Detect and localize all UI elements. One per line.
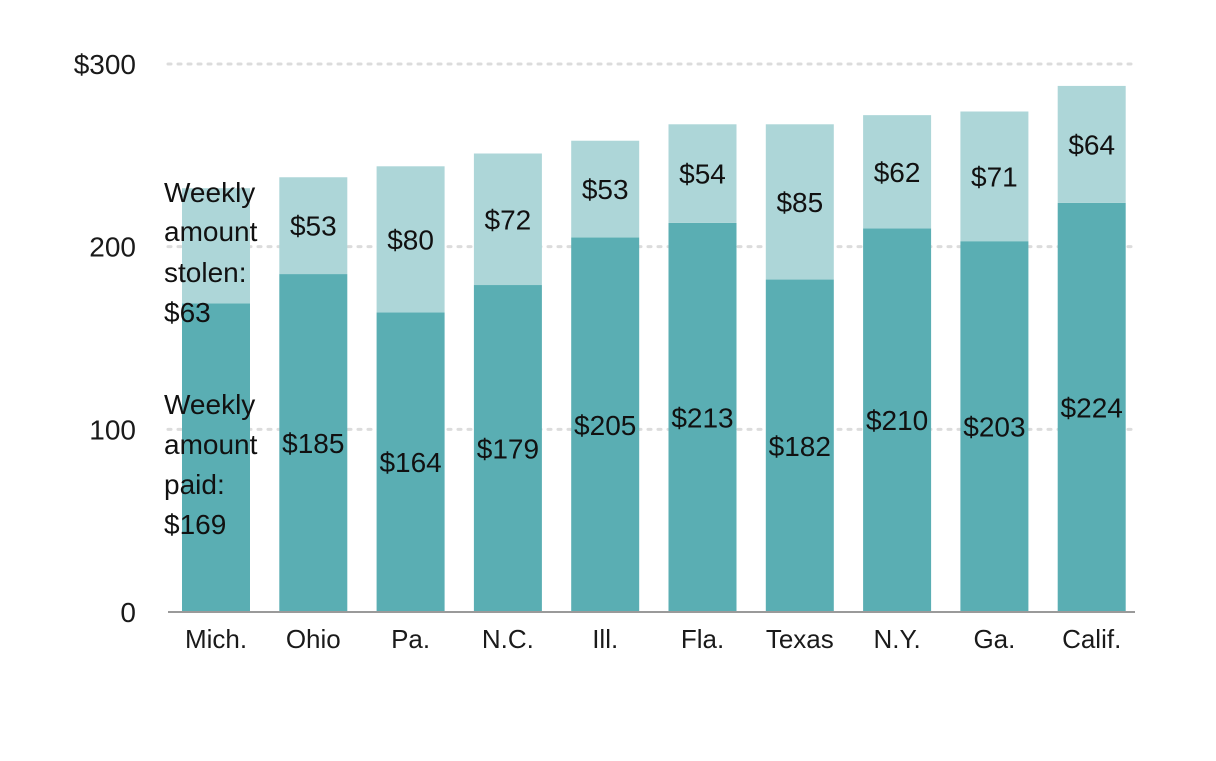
bar-paid xyxy=(571,237,640,613)
bar-stolen xyxy=(182,188,250,304)
axes: 0 100 200 $300 Mich. Ohio Pa. N.C. Ill. Fla. Texas… xyxy=(74,49,1135,654)
y-tick-label: 200 xyxy=(89,232,136,263)
y-tick-label: 0 xyxy=(120,597,136,628)
annotation-stolen-line: amount xyxy=(164,216,258,247)
data-label-stolen: $64 xyxy=(1068,129,1115,160)
bars xyxy=(182,85,1126,613)
data-label-stolen: $85 xyxy=(776,187,823,218)
data-label-paid: $164 xyxy=(379,447,441,478)
bar-paid xyxy=(863,228,932,612)
bar-paid xyxy=(376,312,445,612)
data-label-stolen: $72 xyxy=(485,204,532,235)
annotation-paid-value: $169 xyxy=(164,509,226,540)
data-label-stolen: $80 xyxy=(387,224,434,255)
bar-paid xyxy=(279,274,348,612)
data-label-paid: $203 xyxy=(963,412,1025,443)
data-labels: $185 $53 $164 $80 $179 $72 $205 $53 $213 $54 $182 $… xyxy=(282,129,1123,478)
annotation-paid-line: paid: xyxy=(164,469,225,500)
annotation-paid: Weekly amount paid: $169 xyxy=(164,389,265,540)
data-label-paid: $213 xyxy=(671,402,733,433)
data-label-paid: $185 xyxy=(282,428,344,459)
bar-paid xyxy=(765,279,834,612)
bar-stolen xyxy=(765,124,834,280)
bar-paid xyxy=(1057,202,1126,612)
data-label-stolen: $71 xyxy=(971,161,1018,192)
bar-paid xyxy=(668,222,737,613)
annotation-stolen-value: $63 xyxy=(164,297,211,328)
bar-stolen xyxy=(668,124,737,223)
bar-paid xyxy=(182,303,250,612)
data-label-stolen: $53 xyxy=(582,174,629,205)
bar-stolen xyxy=(473,153,542,286)
annotation-stolen: Weekly amount stolen: $63 xyxy=(164,177,265,328)
data-label-stolen: $54 xyxy=(679,159,726,190)
x-tick-label: Fla. xyxy=(681,624,724,654)
bar-stolen xyxy=(1057,85,1126,203)
bar-stolen xyxy=(376,166,445,313)
bar-stolen xyxy=(863,115,932,229)
x-tick-label: Ga. xyxy=(973,624,1015,654)
annotation-stolen-line: stolen: xyxy=(164,257,247,288)
x-tick-label: N.Y. xyxy=(873,624,920,654)
x-tick-label: Mich. xyxy=(185,624,247,654)
bar-stolen xyxy=(960,111,1029,242)
data-label-paid: $224 xyxy=(1061,392,1123,423)
annotation-paid-line: amount xyxy=(164,429,258,460)
x-tick-label: Ohio xyxy=(286,624,341,654)
y-tick-label: $300 xyxy=(74,49,136,80)
annotation-paid-line: Weekly xyxy=(164,389,255,420)
data-label-stolen: $62 xyxy=(874,157,921,188)
x-tick-label: N.C. xyxy=(482,624,534,654)
data-label-paid: $205 xyxy=(574,410,636,441)
data-label-paid: $210 xyxy=(866,405,928,436)
bar-paid xyxy=(960,241,1029,613)
data-label-stolen: $53 xyxy=(290,211,337,242)
x-tick-label: Texas xyxy=(766,624,834,654)
annotation-stolen-line: Weekly xyxy=(164,177,255,208)
data-label-paid: $182 xyxy=(769,431,831,462)
y-tick-label: 100 xyxy=(89,414,136,445)
bar-paid xyxy=(473,285,542,612)
bar-stolen xyxy=(571,140,640,238)
bar-stolen xyxy=(279,177,348,275)
x-tick-label: Ill. xyxy=(592,624,618,654)
x-tick-label: Calif. xyxy=(1062,624,1121,654)
annotations: Weekly amount stolen: $63 Weekly amount … xyxy=(164,177,265,540)
data-label-paid: $179 xyxy=(477,434,539,465)
x-tick-label: Pa. xyxy=(391,624,430,654)
